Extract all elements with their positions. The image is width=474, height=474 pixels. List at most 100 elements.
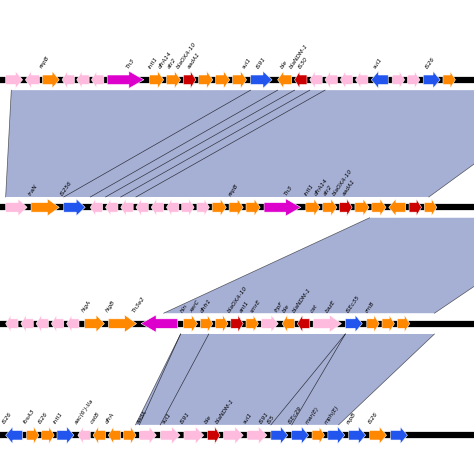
Polygon shape xyxy=(139,427,156,444)
Text: catB: catB xyxy=(89,411,100,425)
Polygon shape xyxy=(391,427,408,444)
Polygon shape xyxy=(21,315,33,332)
Polygon shape xyxy=(223,427,243,444)
Polygon shape xyxy=(78,427,90,444)
Polygon shape xyxy=(6,199,27,216)
Polygon shape xyxy=(409,199,421,216)
Polygon shape xyxy=(212,199,226,216)
Polygon shape xyxy=(141,315,178,332)
Polygon shape xyxy=(136,199,148,216)
Polygon shape xyxy=(306,199,320,216)
Text: aadA1: aadA1 xyxy=(341,179,356,197)
Text: atr2: atr2 xyxy=(167,57,178,69)
Polygon shape xyxy=(184,427,204,444)
Text: aadA: aadA xyxy=(135,410,148,425)
Polygon shape xyxy=(408,71,420,89)
Text: blaOXA-10: blaOXA-10 xyxy=(227,285,249,313)
Polygon shape xyxy=(264,199,301,216)
Polygon shape xyxy=(136,334,435,425)
Polygon shape xyxy=(294,71,307,89)
Polygon shape xyxy=(164,218,474,313)
Polygon shape xyxy=(372,199,386,216)
Text: IS26: IS26 xyxy=(425,56,436,69)
Polygon shape xyxy=(397,315,410,332)
Text: intI1: intI1 xyxy=(303,183,315,197)
Polygon shape xyxy=(261,315,278,332)
Polygon shape xyxy=(197,199,210,216)
Polygon shape xyxy=(424,199,437,216)
Polygon shape xyxy=(216,315,228,332)
Text: IS256: IS256 xyxy=(60,181,73,197)
Polygon shape xyxy=(151,199,164,216)
Polygon shape xyxy=(183,315,198,332)
Polygon shape xyxy=(340,71,353,89)
Text: IS91: IS91 xyxy=(259,411,270,425)
Polygon shape xyxy=(6,315,18,332)
Polygon shape xyxy=(382,315,394,332)
Polygon shape xyxy=(42,71,59,89)
Polygon shape xyxy=(231,315,243,332)
Polygon shape xyxy=(251,71,272,89)
Text: sul1: sul1 xyxy=(243,412,254,425)
Polygon shape xyxy=(297,315,310,332)
Text: rspB: rspB xyxy=(346,411,357,425)
Polygon shape xyxy=(26,71,39,89)
Polygon shape xyxy=(443,71,456,89)
Text: sul1: sul1 xyxy=(241,56,253,69)
Polygon shape xyxy=(166,199,179,216)
Polygon shape xyxy=(229,199,243,216)
Polygon shape xyxy=(355,199,369,216)
Polygon shape xyxy=(107,71,144,89)
Polygon shape xyxy=(62,71,74,89)
Text: IS26: IS26 xyxy=(1,411,13,425)
Text: rrnB: rrnB xyxy=(365,300,376,313)
Text: dfrA14: dfrA14 xyxy=(313,178,328,197)
Polygon shape xyxy=(57,427,74,444)
Text: hln: hln xyxy=(179,303,189,313)
Polygon shape xyxy=(310,71,322,89)
Polygon shape xyxy=(216,71,230,89)
Text: aadA1: aadA1 xyxy=(186,51,201,69)
Polygon shape xyxy=(183,71,196,89)
Text: repB: repB xyxy=(227,183,239,197)
Text: dfrA: dfrA xyxy=(104,412,115,425)
Text: ISEc29: ISEc29 xyxy=(288,406,303,425)
Polygon shape xyxy=(106,199,118,216)
Polygon shape xyxy=(109,315,137,332)
Text: cat: cat xyxy=(309,303,319,313)
Polygon shape xyxy=(121,199,133,216)
Polygon shape xyxy=(124,427,136,444)
Text: traN: traN xyxy=(27,184,38,197)
Text: ble: ble xyxy=(279,59,289,69)
Polygon shape xyxy=(349,427,365,444)
Text: IS30: IS30 xyxy=(298,56,310,69)
Text: dfrA14: dfrA14 xyxy=(158,50,173,69)
Polygon shape xyxy=(271,427,288,444)
Text: blaNDM-1: blaNDM-1 xyxy=(215,398,236,425)
Text: atr2: atr2 xyxy=(322,184,333,197)
Polygon shape xyxy=(232,71,246,89)
Text: mph(E): mph(E) xyxy=(324,404,340,425)
Text: Tn3e2: Tn3e2 xyxy=(131,295,146,313)
Polygon shape xyxy=(166,71,181,89)
Polygon shape xyxy=(392,71,405,89)
Text: ISEc35: ISEc35 xyxy=(346,294,361,313)
Polygon shape xyxy=(312,427,325,444)
Polygon shape xyxy=(367,315,379,332)
Polygon shape xyxy=(325,71,337,89)
Polygon shape xyxy=(371,71,388,89)
Polygon shape xyxy=(6,71,23,89)
Polygon shape xyxy=(109,427,121,444)
Polygon shape xyxy=(90,199,103,216)
Polygon shape xyxy=(370,427,386,444)
Polygon shape xyxy=(93,427,106,444)
Polygon shape xyxy=(182,199,194,216)
Polygon shape xyxy=(199,71,213,89)
Polygon shape xyxy=(340,199,352,216)
Text: blaOXA-10: blaOXA-10 xyxy=(331,169,353,197)
Polygon shape xyxy=(27,427,39,444)
Polygon shape xyxy=(6,427,23,444)
Text: sul1: sul1 xyxy=(162,412,173,425)
Polygon shape xyxy=(42,427,54,444)
Text: higB: higB xyxy=(104,300,116,313)
